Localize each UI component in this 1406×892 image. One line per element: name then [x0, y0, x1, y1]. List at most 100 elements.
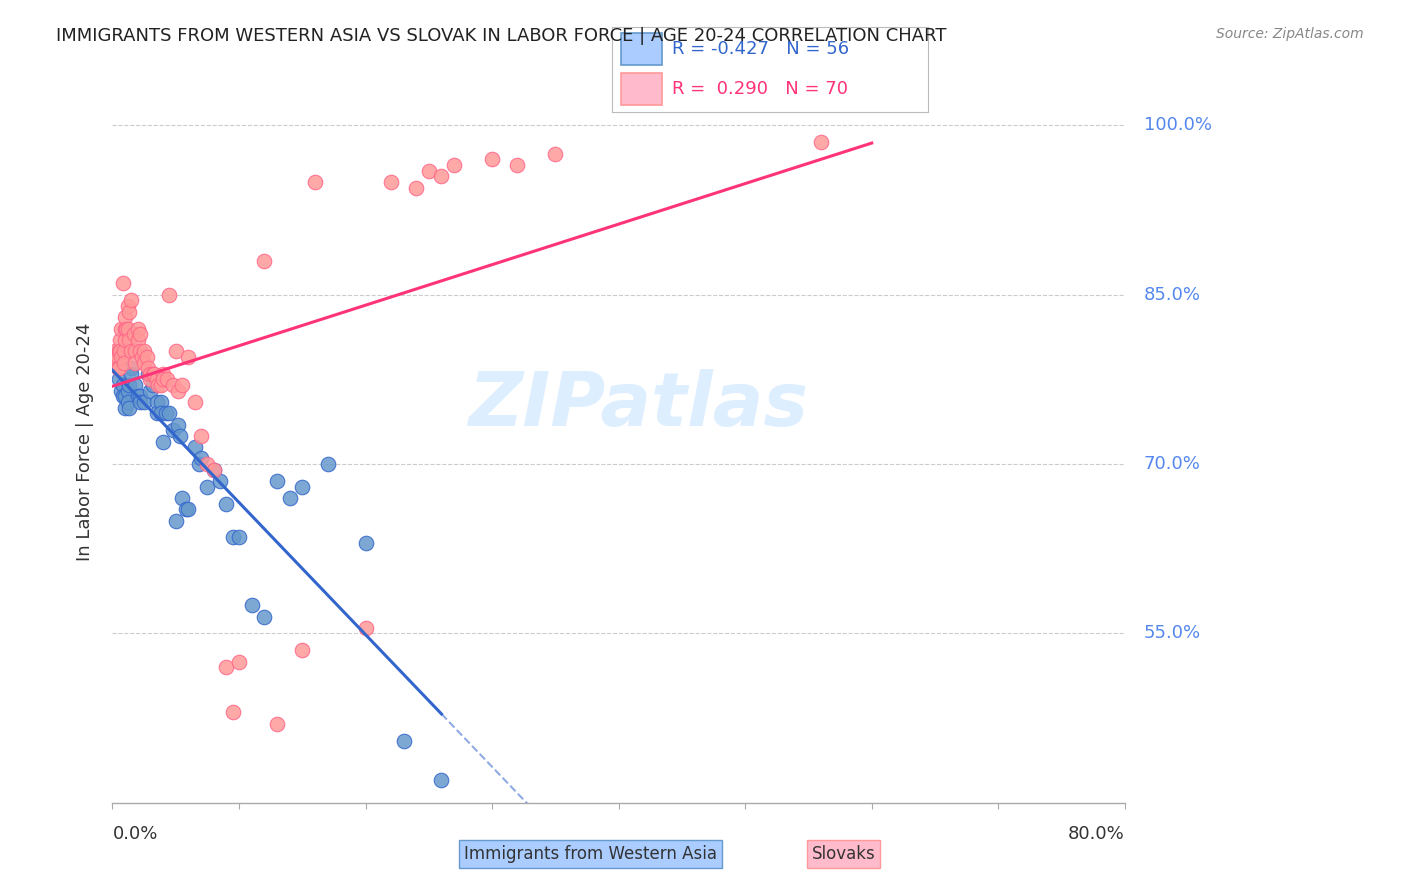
Point [143, 367, 166, 381]
Point [278, 491, 301, 505]
Point [152, 367, 174, 381]
Text: Slovaks: Slovaks [811, 846, 876, 863]
Point [354, 536, 377, 550]
Point [146, 378, 169, 392]
Point [215, 660, 238, 674]
Point [118, 401, 141, 415]
Point [117, 384, 139, 398]
Point [149, 378, 172, 392]
Point [167, 384, 190, 398]
Point [481, 153, 503, 167]
Point [135, 350, 157, 364]
Point [110, 355, 132, 369]
Point [405, 180, 427, 194]
Point [208, 474, 231, 488]
Y-axis label: In Labor Force | Age 20-24: In Labor Force | Age 20-24 [76, 322, 94, 561]
Point [139, 384, 162, 398]
Point [111, 389, 134, 403]
Point [155, 406, 177, 420]
Point [392, 733, 415, 747]
Text: Immigrants from Western Asia: Immigrants from Western Asia [464, 846, 717, 863]
Point [114, 333, 136, 347]
Point [127, 389, 149, 403]
Point [117, 395, 139, 409]
Point [202, 463, 225, 477]
Point [118, 304, 141, 318]
Point [149, 395, 172, 409]
Point [190, 451, 212, 466]
Point [122, 327, 145, 342]
Point [222, 531, 245, 545]
Point [104, 344, 127, 359]
Text: 100.0%: 100.0% [1144, 117, 1212, 135]
Point [114, 389, 136, 403]
Point [810, 136, 832, 150]
Text: R = -0.427   N = 56: R = -0.427 N = 56 [672, 40, 849, 58]
Point [139, 372, 162, 386]
Point [430, 773, 453, 788]
Point [146, 406, 169, 420]
Point [304, 175, 326, 189]
Point [156, 372, 179, 386]
Point [152, 434, 174, 449]
Text: ZIPatlas: ZIPatlas [468, 369, 808, 442]
Point [110, 384, 132, 398]
Point [124, 378, 146, 392]
Point [215, 497, 238, 511]
Point [167, 417, 190, 432]
Point [146, 372, 169, 386]
Point [228, 655, 250, 669]
Text: 70.0%: 70.0% [1144, 455, 1201, 473]
Point [174, 502, 197, 516]
Point [121, 361, 143, 376]
Point [111, 378, 134, 392]
Point [183, 440, 207, 454]
Point [131, 350, 153, 364]
Point [165, 344, 187, 359]
Point [121, 367, 143, 381]
Point [159, 406, 180, 420]
Point [132, 395, 156, 409]
Point [291, 643, 314, 657]
Point [380, 175, 402, 189]
Point [316, 457, 339, 471]
Point [108, 344, 129, 359]
Point [129, 395, 152, 409]
Point [110, 350, 132, 364]
Point [108, 344, 129, 359]
Text: 55.0%: 55.0% [1144, 624, 1201, 642]
Text: R =  0.290   N = 70: R = 0.290 N = 70 [672, 79, 848, 97]
Point [222, 706, 245, 720]
Point [142, 378, 165, 392]
Point [187, 457, 209, 471]
FancyBboxPatch shape [621, 72, 662, 104]
Point [117, 321, 139, 335]
Point [124, 355, 146, 369]
Point [121, 344, 143, 359]
Point [253, 609, 276, 624]
Point [159, 287, 180, 301]
Point [506, 158, 529, 172]
Text: Source: ZipAtlas.com: Source: ZipAtlas.com [1216, 27, 1364, 41]
Point [127, 321, 149, 335]
Point [142, 367, 165, 381]
Point [122, 344, 145, 359]
Point [111, 277, 134, 291]
Point [108, 372, 129, 386]
Point [172, 378, 194, 392]
Point [118, 378, 141, 392]
Point [132, 355, 156, 369]
Point [136, 361, 159, 376]
Text: 85.0%: 85.0% [1144, 285, 1201, 304]
Point [418, 163, 440, 178]
Point [127, 333, 149, 347]
Point [107, 361, 129, 376]
Point [105, 355, 128, 369]
Point [228, 531, 250, 545]
Point [117, 299, 139, 313]
Point [115, 321, 138, 335]
Point [112, 344, 135, 359]
FancyBboxPatch shape [621, 33, 662, 65]
Point [177, 350, 200, 364]
Point [177, 502, 200, 516]
